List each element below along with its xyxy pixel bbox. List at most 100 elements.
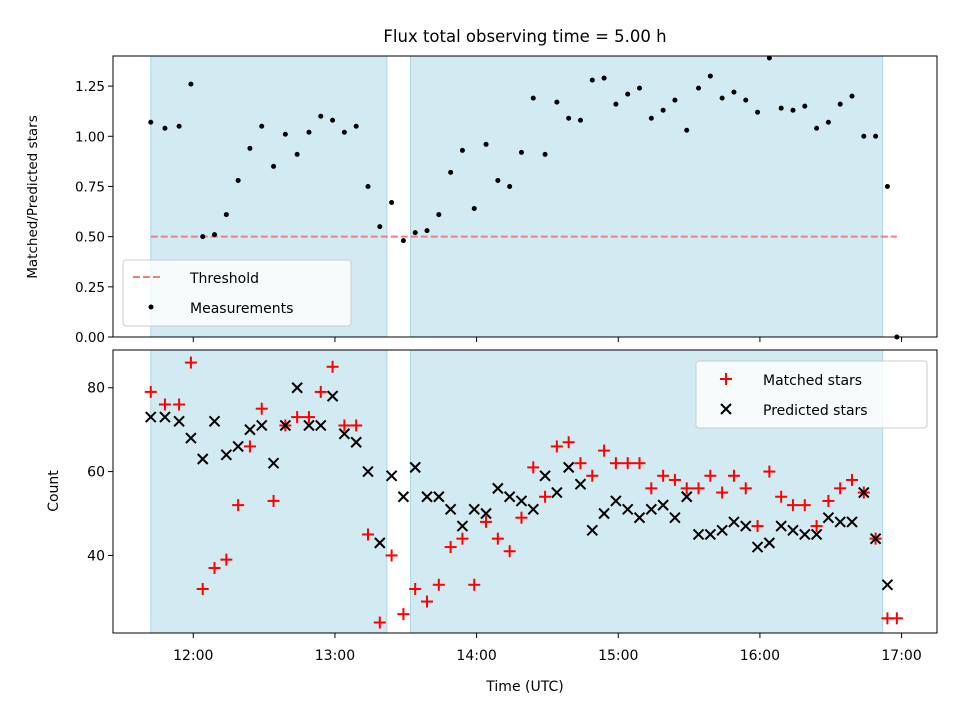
measurement-point-38 xyxy=(601,75,607,81)
measurement-point-14 xyxy=(318,113,324,119)
matched-point-55 xyxy=(798,499,811,512)
predicted-legend-label: Predicted stars xyxy=(763,403,868,419)
matched-point-28 xyxy=(480,515,493,528)
matched-point-10 xyxy=(267,494,280,507)
matched-point-43 xyxy=(657,469,670,482)
predicted-point-26 xyxy=(456,520,469,532)
predicted-point-8 xyxy=(244,423,256,436)
bottom-ytick-label-1: 60 xyxy=(87,465,105,481)
matched-point-54 xyxy=(786,499,799,512)
bottom-ytick-label-0: 40 xyxy=(87,548,105,564)
measurement-point-51 xyxy=(755,109,761,115)
xtick-label-3: 15:00 xyxy=(598,648,638,664)
matched-point-38 xyxy=(598,444,611,457)
predicted-point-55 xyxy=(799,528,811,541)
measurement-point-20 xyxy=(389,200,395,206)
predicted-point-13 xyxy=(303,419,315,432)
matched-point-49 xyxy=(727,469,740,482)
measurement-point-54 xyxy=(790,107,796,113)
measurement-point-55 xyxy=(802,103,808,109)
predicted-point-62 xyxy=(881,579,894,591)
matched-point-53 xyxy=(775,490,788,503)
measurement-point-50 xyxy=(743,97,749,103)
predicted-point-0 xyxy=(145,411,157,423)
matched-point-19 xyxy=(373,616,386,629)
matched-point-41 xyxy=(633,457,646,470)
chart-title: Flux total observing time = 5.00 h xyxy=(383,27,666,46)
matched-point-7 xyxy=(232,499,245,512)
measurement-point-12 xyxy=(294,151,300,157)
measurement-point-40 xyxy=(625,91,631,97)
predicted-point-56 xyxy=(810,528,823,541)
matched-point-6 xyxy=(220,553,233,566)
predicted-point-33 xyxy=(539,470,551,482)
bottom-axes-frame xyxy=(112,349,938,634)
measurement-point-39 xyxy=(613,101,619,107)
matched-point-57 xyxy=(822,494,835,507)
predicted-point-61 xyxy=(869,532,882,545)
matched-point-21 xyxy=(397,608,410,621)
predicted-point-20 xyxy=(385,470,398,482)
predicted-point-53 xyxy=(775,520,787,532)
predicted-point-11 xyxy=(279,419,292,432)
matched-point-37 xyxy=(586,469,599,482)
matched-point-26 xyxy=(456,532,469,545)
predicted-point-35 xyxy=(562,461,575,474)
measurement-point-29 xyxy=(495,177,501,183)
matched-point-3 xyxy=(184,356,197,369)
xtick-label-0: 12:00 xyxy=(173,648,213,664)
predicted-point-36 xyxy=(574,478,587,490)
predicted-point-21 xyxy=(397,491,410,503)
measurement-point-53 xyxy=(778,105,784,111)
matched-point-58 xyxy=(834,482,847,495)
predicted-point-46 xyxy=(692,528,705,541)
top-legend: Threshold Measurements xyxy=(122,259,352,327)
predicted-point-30 xyxy=(503,491,516,503)
measurement-point-52 xyxy=(766,55,772,61)
measurement-point-33 xyxy=(542,151,548,157)
matched-point-23 xyxy=(421,595,434,608)
matched-point-52 xyxy=(763,465,776,478)
xtick-label-2: 14:00 xyxy=(456,648,496,664)
predicted-point-17 xyxy=(350,436,362,448)
measurement-point-30 xyxy=(507,183,513,189)
top-span-1 xyxy=(409,55,884,338)
predicted-point-14 xyxy=(315,419,327,432)
predicted-point-52 xyxy=(763,537,776,549)
matched-point-36 xyxy=(574,457,587,470)
top-ytick-label-5: 1.25 xyxy=(75,79,105,95)
bottom-y-axis: 40 60 80 xyxy=(87,381,113,564)
matched-point-5 xyxy=(208,562,221,575)
bottom-y-axis-label: Count xyxy=(46,470,62,512)
matched-point-24 xyxy=(432,578,445,591)
top-observing-spans xyxy=(150,55,884,338)
measurements-series xyxy=(148,55,900,340)
predicted-point-9 xyxy=(256,419,268,432)
predicted-point-24 xyxy=(433,491,445,503)
measurements-legend-swatch xyxy=(148,304,154,310)
top-panel: 0.00 0.25 0.50 0.75 1.00 1.25 Flux total obse… xyxy=(25,27,938,346)
predicted-point-6 xyxy=(220,449,233,461)
top-y-axis: 0.00 0.25 0.50 0.75 1.00 1.25 xyxy=(75,79,113,346)
matched-point-42 xyxy=(645,482,658,495)
predicted-point-50 xyxy=(740,520,752,532)
matched-point-2 xyxy=(173,398,186,411)
measurement-point-11 xyxy=(282,131,288,137)
measurement-point-21 xyxy=(400,238,406,244)
measurement-point-0 xyxy=(148,119,154,125)
predicted-point-25 xyxy=(444,503,457,516)
measurement-point-7 xyxy=(235,177,241,183)
measurement-point-60 xyxy=(861,133,867,139)
matched-point-51 xyxy=(751,520,764,533)
matched-point-14 xyxy=(314,385,327,398)
matched-point-45 xyxy=(680,482,693,495)
matched-point-12 xyxy=(291,411,304,424)
matched-point-63 xyxy=(890,612,903,625)
predicted-point-10 xyxy=(267,457,280,469)
matched-point-46 xyxy=(692,482,705,495)
matched-point-34 xyxy=(550,440,563,453)
predicted-point-4 xyxy=(197,453,209,465)
measurement-point-13 xyxy=(306,129,312,135)
matched-point-25 xyxy=(444,541,457,554)
